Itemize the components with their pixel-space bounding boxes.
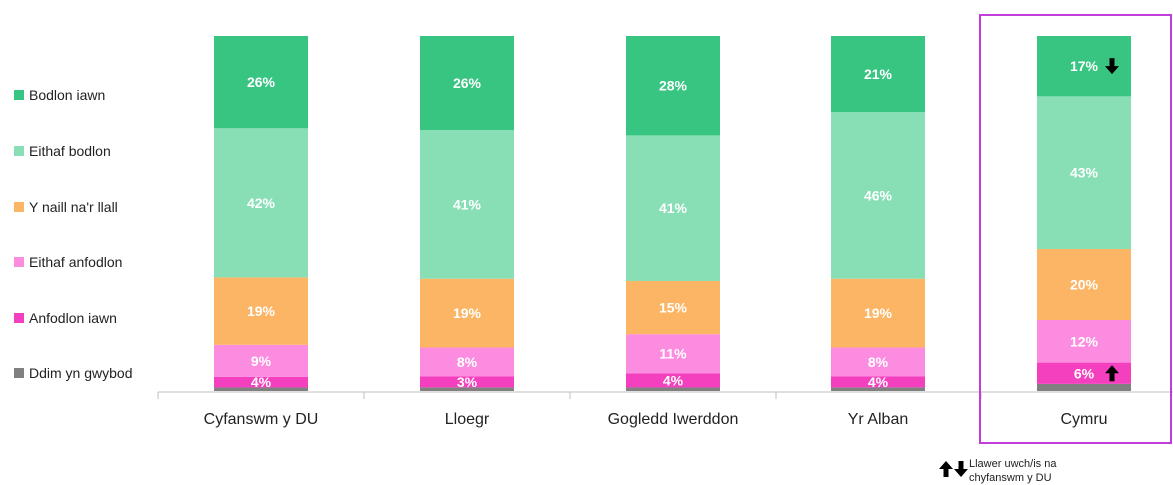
data-label-lloegr-y-naill-na-r-llall: 19% xyxy=(453,305,482,321)
data-label-gogledd-iwerddon-y-naill-na-r-llall: 15% xyxy=(659,300,688,316)
legend-label-eithaf-anfodlon: Eithaf anfodlon xyxy=(29,254,122,270)
legend-swatch-ddim-yn-gwybod xyxy=(14,368,24,378)
bar-yr-alban-anfodlon-iawn xyxy=(831,376,925,388)
legend-swatch-eithaf-anfodlon xyxy=(14,257,24,267)
data-label-yr-alban-eithaf-bodlon: 46% xyxy=(864,187,893,203)
data-label-gogledd-iwerddon-eithaf-anfodlon: 11% xyxy=(659,346,687,362)
data-label-yr-alban-anfodlon-iawn: 4% xyxy=(868,374,889,390)
bar-yr-alban-eithaf-bodlon xyxy=(831,112,925,279)
legend: Bodlon iawn Eithaf bodlon Y naill na'r lla… xyxy=(14,87,133,381)
legend-swatch-eithaf-bodlon xyxy=(14,146,24,156)
data-label-cyfanswm-y-du-y-naill-na-r-llall: 19% xyxy=(247,303,276,319)
category-label-yr-alban: Yr Alban xyxy=(848,411,908,428)
legend-swatch-y-naill-na-r-llall xyxy=(14,202,24,212)
bar-cyfanswm-y-du-y-naill-na-r-llall xyxy=(214,277,308,345)
bar-gogledd-iwerddon-y-naill-na-r-llall xyxy=(626,280,720,335)
bar-lloegr-y-naill-na-r-llall xyxy=(420,278,514,348)
data-label-lloegr-bodlon-iawn: 26% xyxy=(453,75,482,91)
bar-cymru-eithaf-bodlon xyxy=(1037,96,1131,249)
data-label-gogledd-iwerddon-bodlon-iawn: 28% xyxy=(659,78,688,94)
note-line-1: Llawer uwch/is na xyxy=(969,458,1057,470)
category-labels: Cyfanswm y DU Lloegr Gogledd Iwerddon Yr Al… xyxy=(204,411,1108,428)
legend-label-ddim-yn-gwybod: Ddim yn gwybod xyxy=(29,365,133,381)
note-arrow-up-icon xyxy=(939,461,953,477)
bar-gogledd-iwerddon-bodlon-iawn xyxy=(626,36,720,136)
bar-gogledd-iwerddon-eithaf-anfodlon xyxy=(626,334,720,374)
bar-gogledd-iwerddon-ddim-yn-gwybod xyxy=(626,387,720,391)
category-label-cyfanswm-y-du: Cyfanswm y DU xyxy=(204,411,319,428)
data-label-gogledd-iwerddon-anfodlon-iawn: 4% xyxy=(663,372,684,388)
data-label-yr-alban-y-naill-na-r-llall: 19% xyxy=(864,305,893,321)
significance-note: Llawer uwch/is na chyfanswm y DU xyxy=(939,458,1057,484)
bar-lloegr-ddim-yn-gwybod xyxy=(420,387,514,391)
bar-yr-alban-ddim-yn-gwybod xyxy=(831,387,925,391)
category-label-lloegr: Lloegr xyxy=(445,411,490,428)
bar-lloegr-eithaf-bodlon xyxy=(420,130,514,279)
data-label-cymru-eithaf-anfodlon: 12% xyxy=(1070,333,1099,349)
legend-label-bodlon-iawn: Bodlon iawn xyxy=(29,87,105,103)
highlight-box xyxy=(979,14,1172,444)
bar-yr-alban-y-naill-na-r-llall xyxy=(831,278,925,348)
data-label-cyfanswm-y-du-eithaf-bodlon: 42% xyxy=(247,195,276,211)
bar-yr-alban-bodlon-iawn xyxy=(831,36,925,113)
data-label-cymru-bodlon-iawn: 17% xyxy=(1070,58,1099,74)
data-label-lloegr-anfodlon-iawn: 3% xyxy=(457,374,478,390)
data-label-cyfanswm-y-du-bodlon-iawn: 26% xyxy=(247,74,276,90)
legend-swatch-bodlon-iawn xyxy=(14,90,24,100)
bar-cymru-ddim-yn-gwybod xyxy=(1037,383,1131,391)
bar-lloegr-anfodlon-iawn xyxy=(420,376,514,388)
data-label-lloegr-eithaf-anfodlon: 8% xyxy=(457,354,478,370)
bar-cyfanswm-y-du-eithaf-anfodlon xyxy=(214,344,308,377)
bar-cyfanswm-y-du-anfodlon-iawn xyxy=(214,376,308,388)
category-label-gogledd-iwerddon: Gogledd Iwerddon xyxy=(608,411,739,428)
data-label-lloegr-eithaf-bodlon: 41% xyxy=(453,196,482,212)
bar-cyfanswm-y-du-eithaf-bodlon xyxy=(214,128,308,278)
data-label-cyfanswm-y-du-anfodlon-iawn: 4% xyxy=(251,374,272,390)
bar-yr-alban-eithaf-anfodlon xyxy=(831,347,925,377)
legend-label-anfodlon-iawn: Anfodlon iawn xyxy=(29,310,117,326)
bar-cymru-eithaf-anfodlon xyxy=(1037,320,1131,363)
bar-gogledd-iwerddon-eithaf-bodlon xyxy=(626,135,720,281)
significance-arrow-up-icon xyxy=(1105,365,1119,382)
legend-label-y-naill-na-r-llall: Y naill na'r llall xyxy=(29,199,118,215)
bar-cyfanswm-y-du-bodlon-iawn xyxy=(214,36,308,129)
x-axis xyxy=(157,391,1173,399)
data-label-gogledd-iwerddon-eithaf-bodlon: 41% xyxy=(659,200,688,216)
bar-lloegr-bodlon-iawn xyxy=(420,36,514,131)
data-label-cymru-y-naill-na-r-llall: 20% xyxy=(1070,277,1099,293)
legend-swatch-anfodlon-iawn xyxy=(14,313,24,323)
data-label-yr-alban-bodlon-iawn: 21% xyxy=(864,66,893,82)
legend-label-eithaf-bodlon: Eithaf bodlon xyxy=(29,143,111,159)
data-label-yr-alban-eithaf-anfodlon: 8% xyxy=(868,354,889,370)
bar-gogledd-iwerddon-anfodlon-iawn xyxy=(626,373,720,388)
data-label-cymru-anfodlon-iawn: 6% xyxy=(1074,365,1095,381)
category-label-cymru: Cymru xyxy=(1060,411,1107,428)
significance-arrow-down-icon xyxy=(1105,58,1119,75)
bar-cymru-bodlon-iawn xyxy=(1037,36,1131,97)
bars: 4% 9% 19% 42% 26% 3% 8% 19% 41% 26% 4% 11% 15% 41% 28%… xyxy=(214,36,1131,391)
bar-cymru-anfodlon-iawn xyxy=(1037,362,1131,384)
note-arrow-down-icon xyxy=(954,461,968,477)
data-label-cymru-eithaf-bodlon: 43% xyxy=(1070,165,1099,181)
significance-markers xyxy=(1105,58,1119,382)
data-label-cyfanswm-y-du-eithaf-anfodlon: 9% xyxy=(251,353,272,369)
bar-cymru-y-naill-na-r-llall xyxy=(1037,249,1131,320)
note-line-2: chyfanswm y DU xyxy=(969,472,1052,484)
bar-lloegr-eithaf-anfodlon xyxy=(420,347,514,377)
bar-cyfanswm-y-du-ddim-yn-gwybod xyxy=(214,387,308,391)
